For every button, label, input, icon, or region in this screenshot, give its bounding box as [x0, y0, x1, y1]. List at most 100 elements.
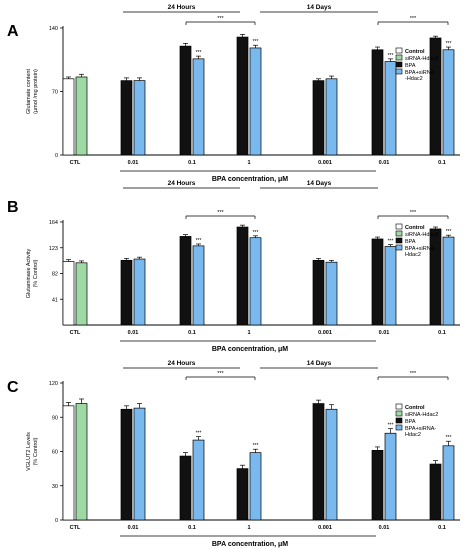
legend-label: Hdac2 — [405, 252, 421, 258]
bar-bpa-sirna-hdac2 — [249, 237, 262, 326]
y-axis-label: VGLUT2 Levels — [26, 432, 32, 471]
bar-bpa-sirna-hdac2 — [325, 261, 338, 326]
time-label: 14 Days — [307, 180, 332, 187]
y-tick-label: 164 — [49, 220, 58, 226]
bar-bpa — [179, 455, 192, 521]
bar-bpa-sirna-hdac2 — [384, 246, 397, 326]
significance-mark: *** — [446, 435, 452, 441]
bar-bpa — [371, 238, 384, 326]
y-axis-label: Glutaminase Activity — [26, 248, 32, 298]
bar-bpa — [179, 45, 192, 156]
significance-mark: *** — [388, 423, 394, 429]
y-tick-label: 123 — [49, 246, 58, 252]
comparison-label: *** — [410, 371, 417, 377]
y-tick-label: 70 — [52, 90, 58, 96]
significance-mark: *** — [196, 50, 202, 56]
x-axis-label: BPA concentration, μM — [212, 346, 288, 353]
bar-bpa-sirna-hdac2 — [325, 408, 338, 521]
significance-mark: *** — [388, 239, 394, 245]
bar-bpa-sirna-hdac2 — [192, 439, 205, 521]
bar-bpa-sirna-hdac2 — [249, 452, 262, 521]
bar-bpa — [236, 36, 249, 156]
legend-swatch — [395, 68, 403, 75]
y-tick-label: 60 — [52, 450, 58, 456]
bar-bpa — [312, 259, 325, 326]
x-tick-label: 0.1 — [438, 330, 446, 336]
x-tick-label: CTL — [70, 330, 81, 336]
bar-sirna-hdac2 — [75, 262, 88, 326]
x-tick-label: 0.001 — [318, 160, 332, 166]
bar-bpa — [429, 228, 442, 326]
bar-sirna-hdac2 — [75, 76, 88, 156]
x-tick-label: 0.1 — [188, 160, 196, 166]
bar-bpa-sirna-hdac2 — [133, 258, 146, 326]
bar-bpa-sirna-hdac2 — [442, 236, 455, 326]
legend-swatch — [395, 417, 403, 424]
x-tick-label: 0.01 — [379, 525, 390, 531]
x-tick-label: 0.1 — [438, 525, 446, 531]
comparison-label: *** — [410, 210, 417, 216]
significance-mark: *** — [446, 229, 452, 235]
significance-mark: *** — [196, 238, 202, 244]
bar-control — [62, 261, 75, 326]
legend-swatch — [395, 237, 403, 244]
x-tick-label: 0.01 — [128, 330, 139, 336]
x-tick-label: 0.01 — [128, 525, 139, 531]
bar-control — [62, 78, 75, 156]
x-tick-label: 0.01 — [379, 330, 390, 336]
significance-mark: *** — [196, 431, 202, 437]
time-label: 24 Hours — [168, 180, 196, 187]
panel-c: C 24 Hours 14 Days 0 30 60 90 120 VGLUT2 Levels(… — [7, 360, 460, 548]
bar-bpa — [312, 403, 325, 521]
legend-swatch — [395, 47, 403, 54]
x-tick-label: 0.01 — [379, 160, 390, 166]
legend-swatch — [395, 244, 403, 251]
x-tick-label: CTL — [70, 160, 81, 166]
y-tick-label: 0 — [55, 518, 58, 524]
legend-swatch — [395, 230, 403, 237]
legend-label: siRNA-Hdac2 — [405, 412, 438, 418]
legend-swatch — [395, 424, 403, 431]
bar-control — [62, 405, 75, 521]
bar-bpa — [120, 259, 133, 326]
legend-label: BPA — [405, 419, 416, 425]
legend-label: Control — [405, 49, 425, 55]
legend-label: BPA+siRNA- — [405, 246, 436, 252]
bar-bpa — [312, 80, 325, 156]
legend-label: Hdac2 — [405, 432, 421, 438]
x-tick-label: 0.1 — [188, 330, 196, 336]
legend-label: BPA — [405, 239, 416, 245]
bar-bpa — [371, 450, 384, 521]
comparison-label: *** — [217, 210, 224, 216]
bar-bpa-sirna-hdac2 — [442, 49, 455, 156]
y-tick-label: 0 — [55, 153, 58, 159]
y-tick-label: 82 — [52, 272, 58, 278]
panel-letter: C — [7, 379, 19, 396]
significance-mark: *** — [388, 53, 394, 59]
legend-swatch — [395, 223, 403, 230]
legend-swatch — [395, 54, 403, 61]
significance-mark: *** — [446, 41, 452, 47]
y-axis-label: (% Control) — [33, 259, 39, 287]
bar-bpa — [236, 468, 249, 521]
comparison-label: *** — [217, 16, 224, 22]
y-tick-label: 30 — [52, 484, 58, 490]
bar-bpa — [429, 463, 442, 521]
time-label: 24 Hours — [168, 4, 196, 11]
legend-swatch — [395, 403, 403, 410]
x-tick-label: 1 — [247, 330, 250, 336]
significance-mark: *** — [253, 443, 259, 449]
legend-label: BPA+siRNA — [405, 70, 435, 76]
legend-label: BPA — [405, 63, 416, 69]
y-axis-label: Glutamate content — [26, 69, 32, 114]
x-tick-label: 0.1 — [188, 525, 196, 531]
comparison-label: *** — [217, 371, 224, 377]
legend-label: siRNA-Hdac2 — [405, 56, 438, 62]
bar-bpa — [371, 49, 384, 156]
comparison-label: *** — [410, 16, 417, 22]
y-axis-label: (µmol /mg protein) — [33, 69, 39, 114]
significance-mark: *** — [253, 230, 259, 236]
significance-mark: *** — [253, 39, 259, 45]
x-tick-label: CTL — [70, 525, 81, 531]
x-tick-label: 0.001 — [318, 330, 332, 336]
